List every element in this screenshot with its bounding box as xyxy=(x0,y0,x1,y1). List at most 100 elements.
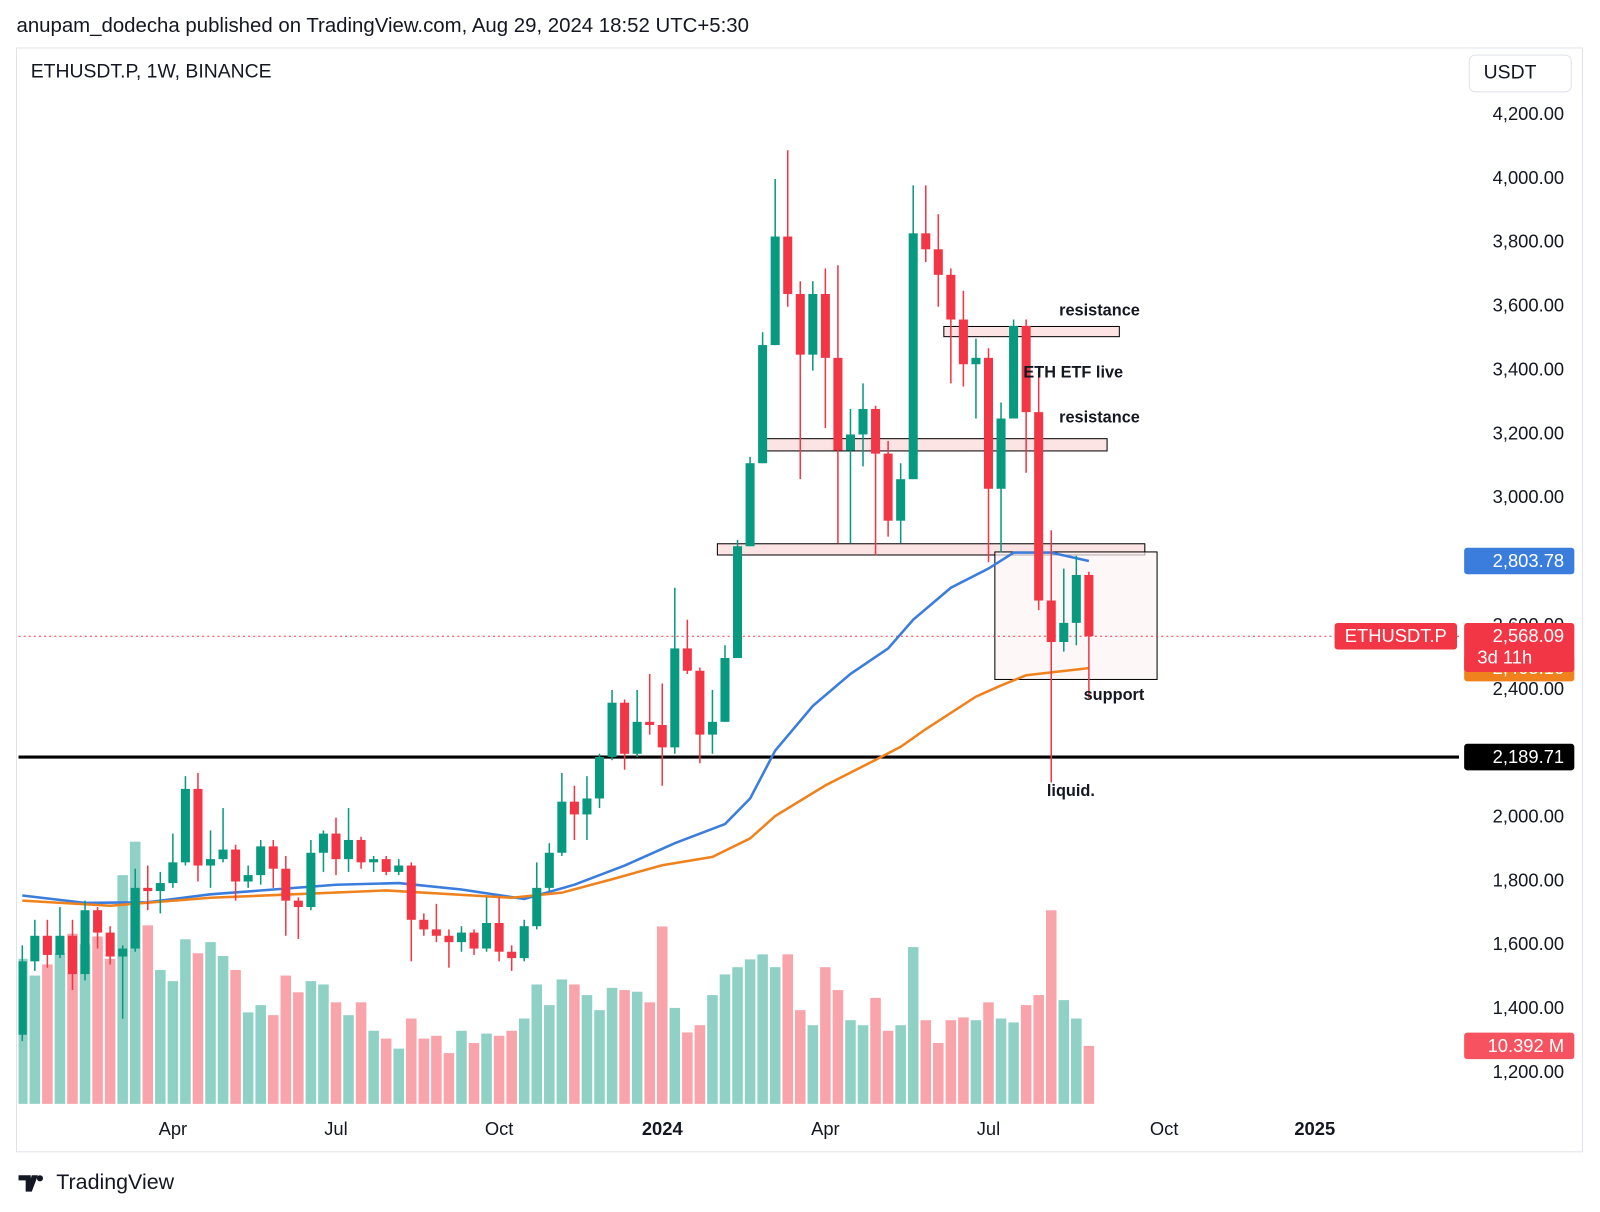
candle-body xyxy=(469,932,479,949)
y-tick-label: 3,200.00 xyxy=(1493,422,1564,443)
x-tick-label: Apr xyxy=(159,1118,188,1139)
volume-bar xyxy=(518,1018,530,1104)
y-tick-label: 1,600.00 xyxy=(1493,933,1564,954)
volume-bar xyxy=(54,953,66,1104)
candle-body xyxy=(607,702,617,757)
volume-bar xyxy=(468,1043,480,1104)
candle-body xyxy=(996,418,1006,489)
y-tick-label: 1,200.00 xyxy=(1493,1061,1564,1082)
candle-body xyxy=(544,852,554,888)
candle-body xyxy=(205,859,216,866)
candle-body xyxy=(243,875,253,882)
candle-body xyxy=(155,883,165,892)
volume-bar xyxy=(1033,995,1044,1104)
annotation: liquid. xyxy=(1047,782,1095,800)
y-tick-label: 3,800.00 xyxy=(1493,231,1564,252)
candle-body xyxy=(30,935,40,962)
candle-body xyxy=(1046,600,1056,643)
currency: USDT xyxy=(1484,62,1537,84)
y-tick-label: 1,800.00 xyxy=(1493,869,1564,890)
moving-average xyxy=(22,551,1090,905)
logo xyxy=(18,1175,44,1192)
candle-body xyxy=(519,926,529,959)
candle-body xyxy=(431,929,441,936)
candle-body xyxy=(281,868,291,901)
candle-body xyxy=(1009,325,1019,419)
last-price: 2,568.09 xyxy=(1493,625,1564,646)
chart-frame xyxy=(15,47,1584,1153)
candle-body xyxy=(1021,325,1031,413)
candle-body xyxy=(381,859,391,872)
candle-body xyxy=(557,801,567,853)
notes: resistance ETH ETF live resistance support l… xyxy=(1023,301,1144,800)
candle-body xyxy=(632,721,642,754)
volume-bar xyxy=(280,975,292,1104)
volume-bar xyxy=(393,1048,405,1104)
candle-body xyxy=(318,833,328,853)
candle-body xyxy=(983,357,994,489)
candle-body xyxy=(833,357,843,451)
volume-bar xyxy=(293,992,304,1104)
ma-badge-bg xyxy=(1464,547,1575,575)
candle-body xyxy=(105,932,115,957)
hline-badge-bg xyxy=(1464,743,1575,771)
volume-bar xyxy=(29,975,41,1104)
volume-bar xyxy=(330,1002,342,1104)
volume-bar xyxy=(719,974,731,1104)
candle-body xyxy=(958,319,968,365)
volume-bar xyxy=(142,925,154,1104)
symbol: ETHUSDT.P, 1W, BINANCE xyxy=(31,61,272,83)
volume-bar xyxy=(920,1020,932,1104)
volume-bar xyxy=(1008,1022,1019,1104)
volume-bar xyxy=(1083,1045,1095,1104)
candle-body xyxy=(168,862,178,884)
candle-body xyxy=(419,919,429,930)
candle-body xyxy=(406,865,416,920)
y-tick-label: 3,000.00 xyxy=(1493,486,1564,507)
volume-bar xyxy=(707,995,718,1104)
volume-bar xyxy=(983,1002,994,1104)
candle-body xyxy=(946,274,956,320)
volume-bar xyxy=(682,1032,693,1104)
y-tick-label: 4,000.00 xyxy=(1493,167,1564,188)
volume-bar xyxy=(995,1018,1007,1104)
volume-bar xyxy=(581,995,593,1104)
volume-bar xyxy=(418,1038,430,1104)
volume-bar xyxy=(1045,910,1057,1104)
volume-badge: 10.392 M xyxy=(1488,1035,1565,1056)
volume-bar xyxy=(506,1030,517,1104)
volume-bar xyxy=(744,959,756,1104)
volume-bar xyxy=(242,1012,254,1104)
candle-body xyxy=(93,910,103,933)
logo-dot xyxy=(36,1175,44,1182)
candle-body xyxy=(394,865,404,872)
candle-body xyxy=(231,849,241,882)
volume-bar xyxy=(669,1007,681,1104)
volume-bar xyxy=(230,969,241,1104)
candle-body xyxy=(293,900,303,908)
candle-body xyxy=(921,233,931,250)
last-name: ETHUSDT.P xyxy=(1345,625,1447,646)
x-tick-label: Jul xyxy=(324,1118,347,1139)
candle-body xyxy=(356,839,366,863)
volume-bar xyxy=(192,953,204,1104)
countdown: 3d 11h xyxy=(1477,647,1532,668)
currency-box[interactable] xyxy=(1468,54,1572,93)
candle-body xyxy=(770,236,780,346)
candle-body xyxy=(720,657,730,722)
volume-bar xyxy=(155,969,166,1104)
volume-bar xyxy=(882,1030,894,1104)
moving-average xyxy=(22,666,1090,908)
candle-body xyxy=(670,648,680,748)
volume-bar xyxy=(368,1030,379,1104)
candle-body xyxy=(218,849,228,860)
candle-body xyxy=(444,935,454,943)
x-tick-label: Oct xyxy=(485,1118,514,1139)
candle-body xyxy=(620,702,630,754)
candle-body xyxy=(657,725,667,748)
volume-bar xyxy=(255,1005,266,1104)
candle-body xyxy=(933,249,943,275)
candle-body xyxy=(733,546,743,658)
